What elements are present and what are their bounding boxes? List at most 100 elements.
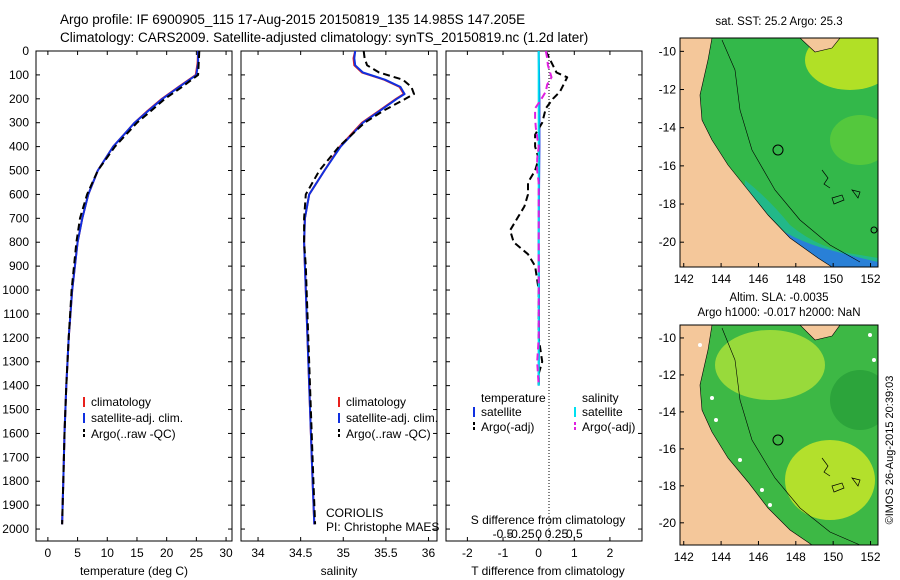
depth-axis: 0 100 200 300 400 500 600 700 800 900 1000 1100 1200… [2,44,642,536]
lon-tick-label: 150 [823,550,843,564]
difference-x-ticks: -2 -1 0 1 2 -0.5-0.25 0 0.250.5 [462,51,614,560]
series-line-salinity-argo-adj- [534,51,553,386]
lat-tick-label: -10 [659,331,677,345]
s-diff-tick-label: 0.5 [566,527,583,541]
depth-tick-label: 400 [9,140,29,154]
legend-climatology-label: climatology [346,395,406,409]
salinity-panel: 34 34.5 35 35.5 36 salinity climatology sate… [240,50,439,578]
lat-tick-label: -10 [659,44,677,58]
legend-satellite-label: satellite-adj. clim. [91,411,183,425]
series-line-argo-raw-qc- [303,51,415,525]
series-line-argo-raw-qc- [61,51,201,525]
lon-tick-label: 146 [748,272,768,286]
depth-tick-label: 200 [9,92,29,106]
lat-tick-label: -20 [659,235,677,249]
lat-tick-label: -18 [659,479,677,493]
reef-contours [821,457,861,493]
x-tick-label: -2 [462,546,473,560]
sla-map-frame [679,324,879,546]
depth-tick-label: 1800 [2,474,29,488]
difference-panel: -2 -1 0 1 2 -0.5-0.25 0 0.250.5 S difference fr… [445,50,643,578]
temperature-plot-frame [35,50,233,542]
sla-low-patch [830,370,878,430]
legend-salinity-header: salinity [582,391,619,405]
depth-tick-label: 1600 [2,426,29,440]
legend-temp-argo-label: Argo(-adj) [481,420,534,434]
x-tick-label: 30 [219,546,233,560]
depth-tick-label: 1400 [2,379,29,393]
figure-title-line-2: Climatology: CARS2009. Satellite-adjuste… [60,30,589,45]
series-line-climatology [61,51,200,525]
lat-tick-label: -14 [659,121,677,135]
lon-tick-label: 150 [823,272,843,286]
temperature-xlabel: temperature (deg C) [80,564,188,578]
sst-patch [830,115,878,165]
depth-tick-label: 100 [9,68,29,82]
sla-data-markers [698,333,876,507]
depth-tick-label: 900 [9,259,29,273]
lon-tick-label: 152 [861,550,881,564]
sst-shelf-contour [721,39,861,263]
x-tick-label: 10 [101,546,115,560]
x-tick-label: 34 [251,546,265,560]
figure-title-line-1: Argo profile: IF 6900905_115 17-Aug-2015… [60,12,526,27]
depth-tick-label: 1200 [2,331,29,345]
sla-high-patch [715,330,825,400]
temperature-panel: 0 5 10 15 20 25 30 temperature (deg C) climato… [35,50,233,578]
legend-argo-label: Argo(..raw -QC) [346,427,431,441]
pi-annotation: PI: Christophe MAES [326,520,439,534]
series-line-satellite-adj-clim- [61,51,200,525]
lat-tick-label: -16 [659,159,677,173]
depth-tick-label: 800 [9,235,29,249]
sst-map-title: sat. SST: 25.2 Argo: 25.3 [715,16,842,28]
lat-tick-label: -12 [659,368,677,382]
argo-position-marker [772,144,784,156]
lon-tick-label: 148 [786,272,806,286]
x-tick-label: 36 [422,546,436,560]
sla-high-patch-2 [785,440,875,520]
sla-shelf-contour [721,327,861,545]
legend-climatology-label: climatology [91,395,151,409]
depth-tick-label: 1900 [2,498,29,512]
x-tick-label: 0 [535,546,542,560]
australia-land [680,38,833,267]
temperature-x-ticks: 0 5 10 15 20 25 30 [45,51,233,560]
x-tick-label: 2 [607,546,614,560]
legend-satellite-label: satellite-adj. clim. [346,411,438,425]
coriolis-annotation: CORIOLIS [326,506,383,520]
difference-plot-frame [445,50,643,542]
depth-tick-label: 300 [9,116,29,130]
salinity-x-ticks: 34 34.5 35 35.5 36 [251,51,435,560]
t-difference-xlabel: T difference from climatology [471,564,625,578]
lon-tick-label: 148 [786,550,806,564]
lon-tick-label: 144 [711,550,731,564]
x-tick-label: 0 [45,546,52,560]
legend-argo-label: Argo(..raw -QC) [91,427,176,441]
depth-tick-label: 2000 [2,522,29,536]
sla-map-ticks: 142 144 146 148 150 152 -10 -12 -14 -16 -18 -20 [659,331,881,564]
x-tick-label: 15 [130,546,144,560]
series-line-satellite-adj-clim- [303,51,406,525]
lon-tick-label: 142 [674,272,694,286]
depth-tick-label: 600 [9,187,29,201]
x-tick-label: -1 [498,546,509,560]
s-diff-tick-label: -0.25 [507,527,535,541]
legend-temperature-header: temperature [481,391,546,405]
s-diff-tick-label: 0 [535,527,542,541]
x-tick-label: 20 [160,546,174,560]
sla-map-title-2: Argo h1000: -0.017 h2000: NaN [697,307,860,319]
sst-warm-patch [805,38,878,90]
x-tick-label: 34.5 [289,546,313,560]
temperature-legend: climatology satellite-adj. clim. Argo(..… [83,395,183,441]
sla-map: Altim. SLA: -0.0035 Argo h1000: -0.017 h… [659,292,881,564]
lon-tick-label: 142 [674,550,694,564]
lon-tick-label: 144 [711,272,731,286]
depth-tick-label: 1000 [2,283,29,297]
argo-other-marker [870,226,878,234]
sla-map-title-1: Altim. SLA: -0.0035 [729,292,828,304]
argo-position-marker [772,434,784,446]
depth-tick-label: 1500 [2,403,29,417]
legend-temp-satellite-label: satellite [481,405,522,419]
lat-tick-label: -12 [659,83,677,97]
